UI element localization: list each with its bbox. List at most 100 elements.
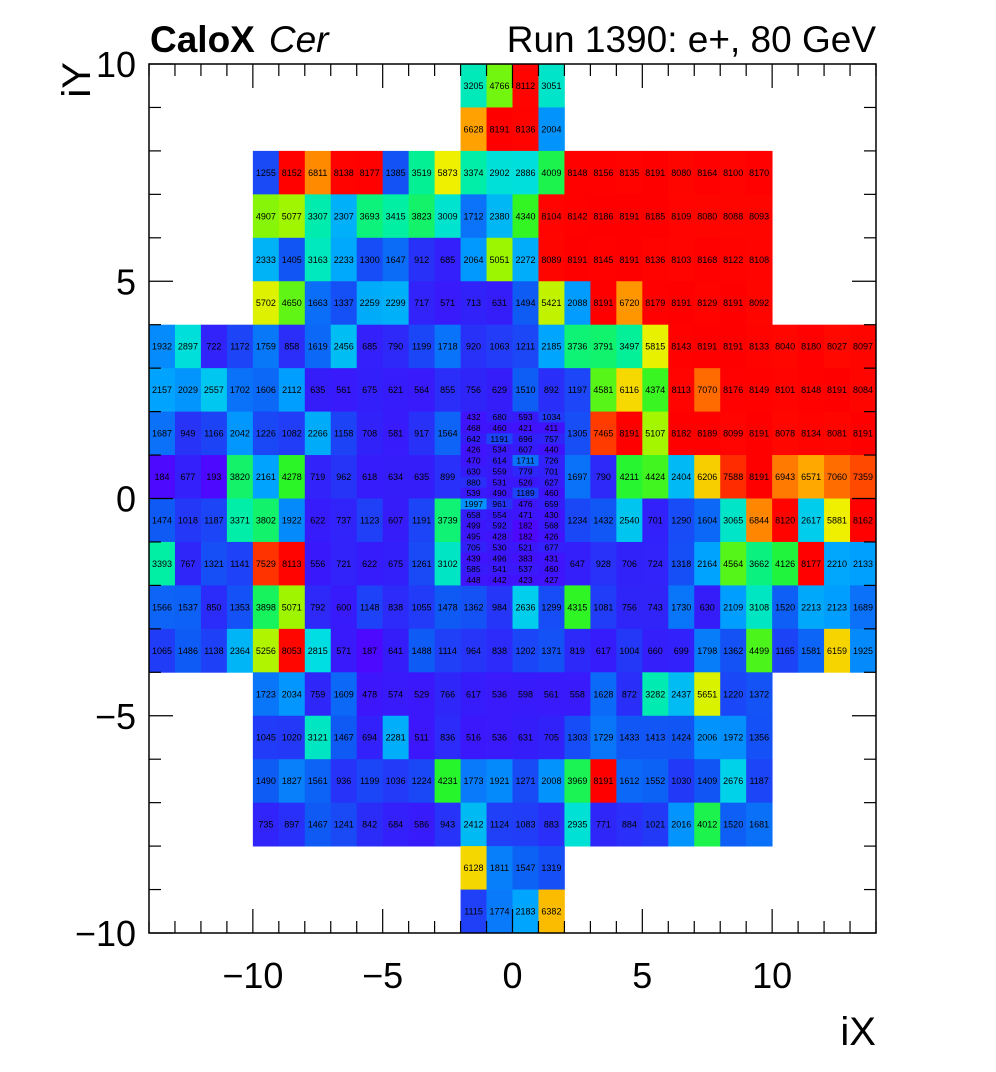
- heatmap-cell: [330, 411, 358, 456]
- cell-value-label: 2034: [282, 689, 302, 699]
- cell-value-label: 766: [440, 689, 455, 699]
- cell-value-label: 2064: [464, 255, 484, 265]
- cell-value-label: 1211: [516, 342, 535, 352]
- heatmap-cell: [174, 498, 202, 543]
- cell-value-label: 8191: [619, 211, 639, 221]
- cell-value-label: 1055: [412, 602, 432, 612]
- cell-value-label: 1004: [619, 646, 639, 656]
- heatmap-cell: [668, 541, 695, 586]
- heatmap-cell: [330, 802, 358, 847]
- heatmap-cell: [564, 541, 591, 586]
- cell-value-label: 842: [362, 820, 377, 830]
- cell-value-label: 561: [544, 689, 559, 699]
- cell-value-label: 8134: [801, 429, 821, 439]
- cell-value-label: 2935: [567, 820, 587, 830]
- heatmap-cell: [486, 563, 513, 575]
- cell-value-label: 5107: [645, 429, 665, 439]
- heatmap-cell: [824, 628, 851, 673]
- heatmap-cell: [746, 237, 773, 282]
- cell-value-label: 1300: [360, 255, 380, 265]
- cell-value-label: 496: [492, 553, 506, 563]
- cell-value-label: 1224: [412, 776, 432, 786]
- cell-value-label: 617: [466, 689, 481, 699]
- heatmap-cell: [486, 585, 513, 630]
- heatmap-cell: [252, 498, 280, 543]
- cell-value-label: 2183: [515, 907, 535, 917]
- cell-value-label: 3121: [308, 733, 328, 743]
- cell-value-label: 680: [492, 412, 506, 422]
- cell-value-label: 1606: [256, 385, 276, 395]
- cell-value-label: 1319: [541, 863, 561, 873]
- heatmap-cell: [538, 455, 565, 467]
- heatmap-cell: [434, 455, 461, 499]
- cell-value-label: 1030: [671, 776, 691, 786]
- cell-value-label: 2299: [386, 298, 406, 308]
- heatmap-cell: [252, 541, 280, 586]
- cell-value-label: 531: [492, 477, 506, 487]
- cell-value-label: 1494: [515, 298, 535, 308]
- heatmap-cell: [252, 368, 280, 412]
- cell-value-label: 962: [336, 472, 351, 482]
- cell-value-label: 8113: [672, 385, 691, 395]
- heatmap-cell: [668, 498, 695, 543]
- heatmap-cell: [408, 455, 435, 499]
- heatmap-cell: [616, 368, 643, 412]
- heatmap-cell: [798, 585, 825, 630]
- heatmap-cell: [694, 368, 721, 412]
- heatmap-cell: [330, 498, 358, 543]
- heatmap-cell: [486, 552, 513, 565]
- cell-value-label: 8081: [827, 429, 847, 439]
- cell-value-label: 630: [466, 466, 480, 476]
- heatmap-cell: [720, 237, 747, 282]
- cell-value-label: 1166: [204, 429, 223, 439]
- cell-value-label: 383: [518, 553, 532, 563]
- cell-value-label: 8078: [775, 429, 795, 439]
- heatmap-cell: [330, 281, 358, 326]
- cell-value-label: 4766: [490, 81, 510, 91]
- heatmap-cell: [460, 444, 487, 456]
- cell-value-label: 819: [570, 646, 585, 656]
- heatmap-cell: [486, 487, 513, 499]
- cell-value-label: 1115: [464, 907, 483, 917]
- cell-value-label: 1234: [567, 515, 587, 525]
- heatmap-cell: [538, 759, 565, 804]
- heatmap-cell: [564, 498, 591, 543]
- axis-ticks: [148, 63, 877, 934]
- cell-value-label: 858: [284, 342, 299, 352]
- heatmap-cell: [642, 194, 669, 239]
- heatmap-cell: [486, 455, 513, 467]
- heatmap-cell: [746, 672, 773, 717]
- heatmap-cell: [564, 802, 591, 847]
- heatmap-cell: [642, 498, 669, 543]
- cell-value-label: 1220: [723, 689, 743, 699]
- heatmap-cell: [356, 324, 384, 369]
- heatmap-cell: [252, 411, 280, 456]
- cell-value-label: 1305: [567, 429, 587, 439]
- heatmap-cell: [382, 411, 410, 456]
- cell-value-label: 2380: [490, 211, 510, 221]
- cell-value-label: 8191: [645, 168, 665, 178]
- cell-value-label: 1353: [230, 602, 250, 612]
- heatmap-cell: [174, 585, 202, 630]
- cell-value-label: 838: [388, 602, 403, 612]
- heatmap-cell: [512, 802, 539, 847]
- heatmap-cell: [538, 672, 565, 717]
- heatmap-cell: [408, 541, 435, 586]
- heatmap-cell: [642, 324, 669, 369]
- heatmap-cell: [590, 237, 617, 282]
- heatmap-cell: [616, 237, 643, 282]
- heatmap-cell: [616, 411, 643, 456]
- heatmap-cell: [590, 498, 617, 543]
- heatmap-cell: [616, 281, 643, 326]
- cell-value-label: 836: [440, 733, 455, 743]
- cell-value-label: 8177: [801, 559, 821, 569]
- heatmap-cell: [694, 411, 721, 456]
- heatmap-cell: [772, 585, 799, 630]
- cell-value-label: 1488: [412, 646, 432, 656]
- cell-value-label: 3736: [567, 342, 587, 352]
- cell-value-label: 426: [544, 532, 558, 542]
- cell-value-label: 561: [336, 385, 351, 395]
- heatmap-cell: [746, 150, 773, 195]
- cell-value-label: 4211: [620, 472, 639, 482]
- cell-value-label: 1564: [438, 429, 458, 439]
